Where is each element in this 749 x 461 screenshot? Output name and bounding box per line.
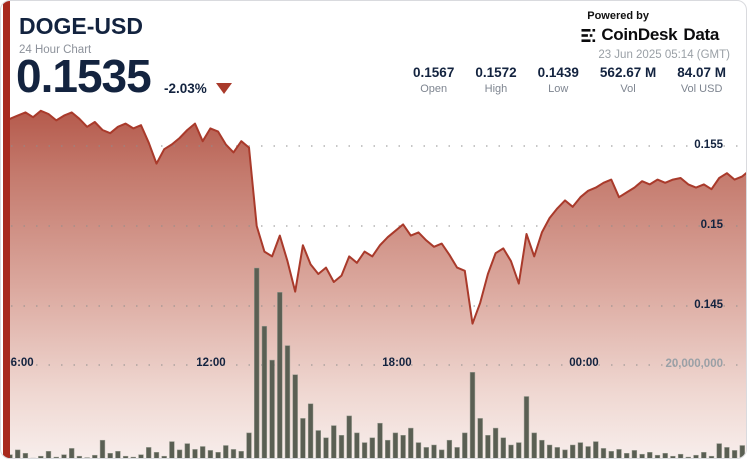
stat-high-label: High xyxy=(484,83,508,95)
volume-bars xyxy=(7,267,745,458)
brand-name: CoinDesk xyxy=(601,25,678,44)
left-accent-bar xyxy=(3,1,10,458)
y-axis-tick-price: 0.145 xyxy=(694,299,723,311)
stat-high: 0.1572 High xyxy=(475,65,516,95)
price-change: -2.03% xyxy=(164,81,232,96)
brand-suffix: Data xyxy=(683,25,719,44)
y-axis-tick-price: 0.155 xyxy=(694,139,723,151)
x-axis-tick: 12:00 xyxy=(196,357,226,369)
x-axis-tick: 06:00 xyxy=(4,357,34,369)
stat-vol: 562.67 M Vol xyxy=(600,65,656,95)
ohlcv-stats-row: 0.1567 Open 0.1572 High 0.1439 Low 562.6… xyxy=(413,65,726,95)
stat-high-value: 0.1572 xyxy=(475,65,517,80)
y-axis-tick-price: 0.15 xyxy=(700,219,723,231)
page-title: DOGE-USD xyxy=(19,13,143,39)
stat-open: 0.1567 Open xyxy=(413,65,454,95)
stat-vol-usd-value: 84.07 M xyxy=(677,65,726,80)
stat-vol-usd: 84.07 M Vol USD xyxy=(677,65,726,95)
stat-low-label: Low xyxy=(548,83,569,95)
down-arrow-icon xyxy=(215,83,232,94)
chart-subtitle: 24 Hour Chart xyxy=(19,44,92,56)
y-axis-tick-volume: 20,000,000 xyxy=(665,358,723,370)
coindesk-data-logo: CoinDesk Data xyxy=(581,25,719,45)
stat-low: 0.1439 Low xyxy=(538,65,579,95)
price-line xyxy=(9,109,746,325)
stat-vol-value: 562.67 M xyxy=(599,65,657,80)
current-price: 0.1535 xyxy=(16,50,152,102)
stat-vol-label: Vol xyxy=(620,83,636,95)
price-change-percent: -2.03% xyxy=(164,81,207,96)
stat-vol-usd-label: Vol USD xyxy=(680,83,723,95)
powered-by-label: Powered by xyxy=(587,10,649,22)
x-axis-tick: 18:00 xyxy=(382,357,412,369)
stat-open-label: Open xyxy=(420,83,448,95)
stat-open-value: 0.1567 xyxy=(413,65,455,80)
price-area-fill xyxy=(10,110,746,458)
timestamp: 23 Jun 2025 05:14 (GMT) xyxy=(598,49,730,61)
gridlines xyxy=(11,145,746,366)
x-axis-tick: 00:00 xyxy=(569,357,599,369)
stat-low-value: 0.1439 xyxy=(537,65,579,80)
coindesk-logo-icon xyxy=(581,28,596,42)
